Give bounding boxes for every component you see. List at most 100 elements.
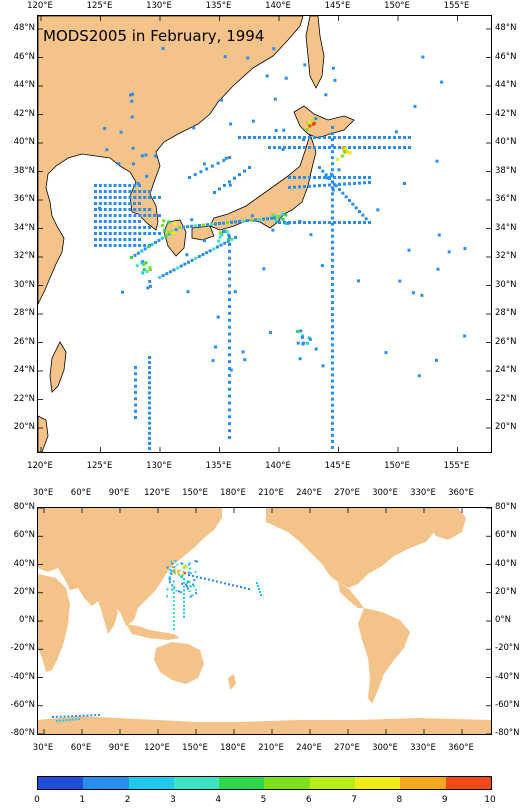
tick-label: 32°N xyxy=(495,252,516,261)
observation-cell xyxy=(228,402,231,405)
observation-cell xyxy=(188,574,190,576)
observation-cell xyxy=(230,221,233,224)
observation-cell xyxy=(147,245,150,248)
observation-cell xyxy=(228,422,231,425)
observation-cell xyxy=(172,566,174,568)
observation-cell xyxy=(298,185,301,188)
observation-cell xyxy=(368,176,371,179)
observation-cell xyxy=(298,136,301,139)
observation-cell xyxy=(114,214,117,217)
observation-cell xyxy=(376,208,379,211)
observation-cell xyxy=(308,136,311,139)
observation-cell xyxy=(171,563,173,565)
observation-cell xyxy=(124,214,127,217)
observation-cell xyxy=(134,404,137,407)
observation-cell xyxy=(148,280,151,283)
observation-cell xyxy=(119,196,122,199)
observation-cell xyxy=(183,601,185,603)
observation-cell xyxy=(271,214,274,217)
observation-cell xyxy=(213,191,216,194)
observation-cell xyxy=(167,231,170,234)
tick-label: 180°E xyxy=(219,744,247,753)
observation-cell xyxy=(301,343,304,346)
observation-cell xyxy=(353,136,356,139)
observation-cell xyxy=(182,574,184,576)
observation-cell xyxy=(236,585,238,587)
observation-cell xyxy=(331,289,334,292)
observation-cell xyxy=(171,584,173,586)
observation-cell xyxy=(358,176,361,179)
observation-cell xyxy=(132,162,135,165)
observation-cell xyxy=(358,221,361,224)
observation-cell xyxy=(194,224,197,227)
observation-cell xyxy=(114,190,117,193)
colorbar-swatch xyxy=(355,777,400,789)
observation-cell xyxy=(182,226,185,229)
observation-cell xyxy=(278,136,281,139)
observation-cell xyxy=(165,272,168,275)
observation-cell xyxy=(363,181,366,184)
observation-cell xyxy=(228,291,231,294)
observation-cell xyxy=(331,434,334,437)
observation-cell xyxy=(195,592,197,594)
observation-cell xyxy=(133,202,136,205)
observation-cell xyxy=(288,186,291,189)
observation-cell xyxy=(161,224,164,227)
observation-cell xyxy=(398,280,401,283)
observation-cell xyxy=(281,148,284,151)
observation-cell xyxy=(130,256,133,259)
observation-cell xyxy=(323,221,326,224)
observation-cell xyxy=(161,237,164,240)
observation-cell xyxy=(133,208,136,211)
observation-cell xyxy=(163,229,166,232)
colorbar-tick-label: 9 xyxy=(437,796,453,805)
observation-cell xyxy=(293,176,296,179)
observation-cell xyxy=(119,226,122,229)
observation-cell xyxy=(60,716,62,718)
observation-cell xyxy=(148,391,151,394)
observation-cell xyxy=(303,221,306,224)
observation-cell xyxy=(148,412,151,415)
observation-cell xyxy=(214,346,217,349)
tick-label: 150°E xyxy=(181,744,209,753)
observation-cell xyxy=(408,146,411,149)
observation-cell xyxy=(348,199,351,202)
observation-cell xyxy=(109,238,112,241)
observation-cell xyxy=(293,146,296,149)
tick-label: -40°N xyxy=(3,673,35,682)
observation-cell xyxy=(226,230,229,233)
observation-cell xyxy=(318,146,321,149)
tick-label: 60°N xyxy=(495,531,516,540)
colorbar-swatch xyxy=(38,777,83,789)
observation-cell xyxy=(313,122,316,125)
tick-label: 42°N xyxy=(3,110,35,119)
observation-cell xyxy=(138,232,141,235)
observation-cell xyxy=(335,184,338,187)
tick-label: 120°E xyxy=(26,462,54,471)
observation-cell xyxy=(398,136,401,139)
observation-cell xyxy=(212,247,215,250)
observation-cell xyxy=(228,583,230,585)
observation-cell xyxy=(393,136,396,139)
observation-cell xyxy=(133,254,136,257)
tick-label: 330°E xyxy=(409,489,437,498)
observation-cell xyxy=(118,184,121,187)
observation-cell xyxy=(140,250,143,253)
tick-label: 90°E xyxy=(105,489,133,498)
observation-cell xyxy=(212,359,215,362)
colorbar-tick-label: 8 xyxy=(391,796,407,805)
observation-cell xyxy=(309,338,312,341)
observation-cell xyxy=(258,136,261,139)
observation-cell xyxy=(296,330,299,333)
observation-cell xyxy=(331,361,334,364)
observation-cell xyxy=(128,226,131,229)
observation-cell xyxy=(153,232,156,235)
observation-cell xyxy=(440,81,443,84)
observation-cell xyxy=(318,136,321,139)
observation-cell xyxy=(324,93,327,96)
observation-cell xyxy=(188,176,191,179)
colorbar-tick-label: 1 xyxy=(74,796,90,805)
observation-cell xyxy=(206,223,209,226)
observation-cell xyxy=(373,136,376,139)
observation-cell xyxy=(248,166,251,169)
